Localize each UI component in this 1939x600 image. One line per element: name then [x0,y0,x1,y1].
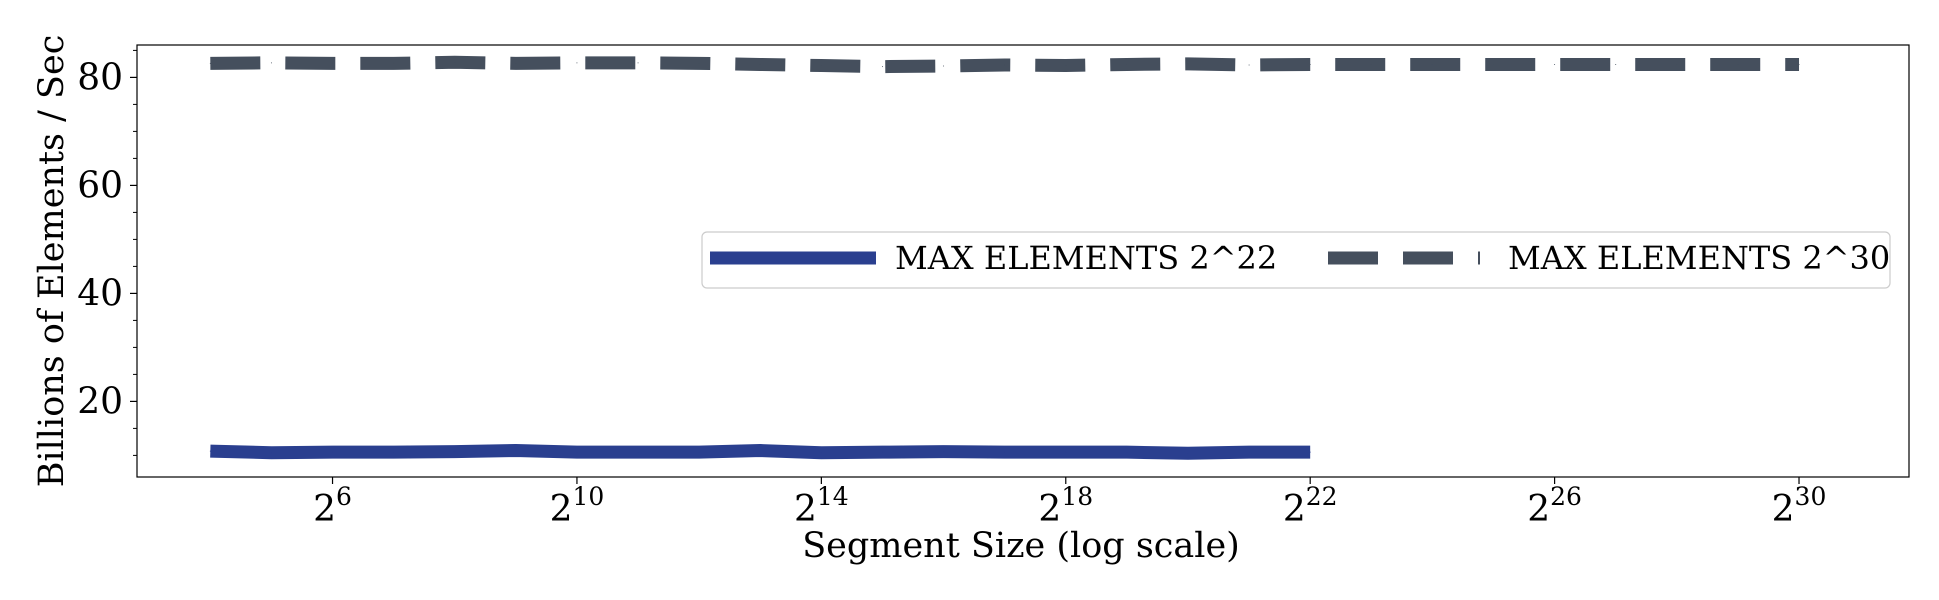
series-1-point [515,62,517,64]
series-0-point [576,451,578,453]
y-tick-label: 40 [77,273,123,314]
x-tick-label-base: 2 [794,489,817,530]
x-tick-label: 26 [313,482,352,530]
x-tick-label: 218 [1038,482,1093,530]
series-1-point [393,62,395,64]
series-0-point [515,450,517,452]
series-1-point [1676,63,1678,65]
series-1-point [698,62,700,64]
x-tick-label-exponent: 6 [336,482,352,511]
series-0-point [820,452,822,454]
x-tick-label: 222 [1283,482,1338,530]
y-axis-label: Billions of Elements / Sec [32,35,72,488]
series-0-point [454,451,456,453]
series-1-point [943,65,945,67]
series-1-point [1004,64,1006,66]
x-tick-label: 210 [550,482,605,530]
series-0-point [698,451,700,453]
legend: MAX ELEMENTS 2^22 MAX ELEMENTS 2^30 [701,231,1891,289]
series-1-point [332,62,334,64]
plot-area-frame [136,44,1910,478]
x-tick-label-base: 2 [550,489,573,530]
series-1-point [1065,65,1067,67]
legend-frame [701,231,1891,289]
x-tick-label-base: 2 [1038,489,1061,530]
series-1-point [576,62,578,64]
series-1-point [1431,63,1433,65]
series-1-point [820,65,822,67]
x-tick-label-exponent: 26 [1550,482,1582,511]
series-1-point [1798,63,1800,65]
x-tick-label-base: 2 [1283,489,1306,530]
x-tick-label-exponent: 22 [1306,482,1338,511]
series-0-point [637,451,639,453]
series-1-point [1187,63,1189,65]
legend-label-max-elements-2-22: MAX ELEMENTS 2^22 [895,239,1277,277]
series-0-point [393,451,395,453]
x-tick-label: 230 [1772,482,1827,530]
series-line-1 [210,55,1800,74]
y-axis-ticks: 20 40 60 80 [77,49,137,456]
series-1-point [759,63,761,65]
series-1-point [1554,63,1556,65]
x-tick-label-exponent: 30 [1795,482,1827,511]
series-0-point [1187,452,1189,454]
x-axis-label: Segment Size (log scale) [802,526,1240,566]
series-1-point [1126,63,1128,65]
x-tick-label-base: 2 [313,489,336,530]
y-tick-label: 80 [77,57,123,98]
x-tick-label-base: 2 [1527,489,1550,530]
series-0-point [1065,451,1067,453]
series-0-point [1248,451,1250,453]
series-0-point [209,450,211,452]
series-0-point [1126,451,1128,453]
series-1-point [637,62,639,64]
y-tick-label: 20 [77,381,123,422]
series-0-point [1309,451,1311,453]
series-0-point [1004,451,1006,453]
series-1-point [1615,63,1617,65]
series-1-point [270,62,272,64]
series-1-point [1370,63,1372,65]
series-0-point [270,452,272,454]
series-1-point [1492,63,1494,65]
x-tick-label: 214 [794,482,849,530]
x-axis-ticks: 26 210 214 218 222 226 230 [313,477,1826,530]
x-tick-label: 226 [1527,482,1582,530]
plot-series [209,55,1800,460]
x-tick-label-exponent: 10 [572,482,604,511]
series-1-point [1309,63,1311,65]
series-1-point [209,62,211,64]
series-0-point [943,451,945,453]
series-1-point [881,66,883,68]
series-1-point [1737,63,1739,65]
series-0-point [881,451,883,453]
series-0-point [332,451,334,453]
series-0-point [759,450,761,452]
x-tick-label-exponent: 18 [1061,482,1093,511]
series-1-point [1248,64,1250,66]
x-tick-label-base: 2 [1772,489,1795,530]
series-1-point [454,61,456,63]
x-tick-label-exponent: 14 [817,482,849,511]
legend-label-max-elements-2-30: MAX ELEMENTS 2^30 [1508,239,1890,277]
y-tick-label: 60 [77,165,123,206]
